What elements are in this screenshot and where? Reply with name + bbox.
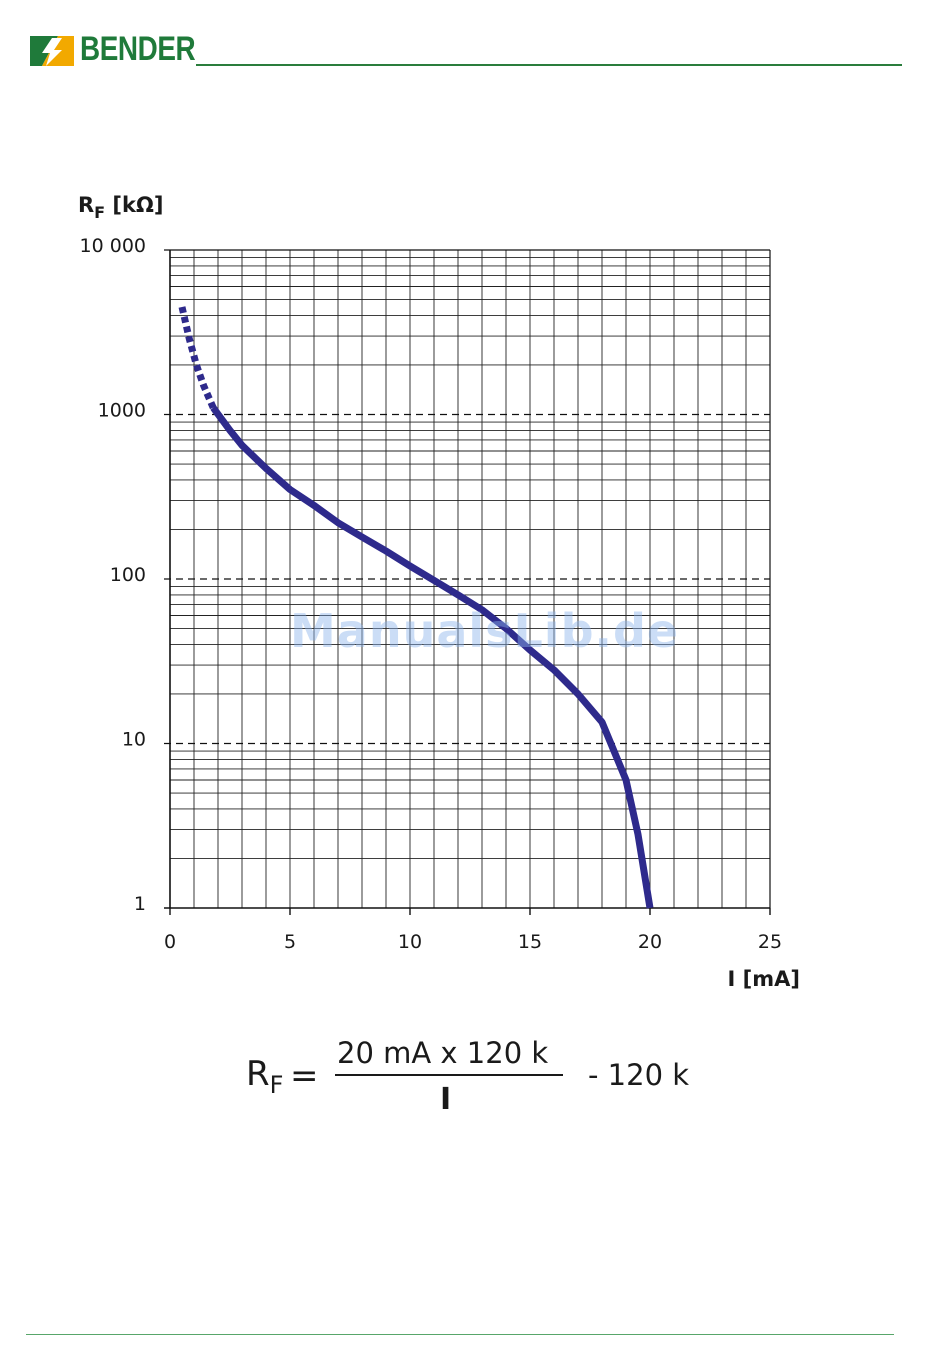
formula-fraction-bar	[335, 1074, 563, 1076]
chart-grid	[164, 250, 770, 908]
x-tick-label: 5	[284, 931, 296, 953]
formula-tail: - 120 k	[588, 1058, 690, 1092]
page-header: BENDER	[0, 0, 950, 90]
x-tick-label: 25	[758, 931, 782, 953]
footer-rule	[26, 1334, 894, 1335]
chart-axes	[164, 249, 771, 909]
y-tick-label: 10	[122, 729, 146, 751]
bender-lightning-logo-icon	[30, 36, 74, 66]
y-tick-label: 10 000	[80, 235, 146, 257]
formula: RF = 20 mA x 120 k I - 120 k	[0, 1030, 950, 1130]
series-line-solid	[210, 405, 654, 909]
chart-tick-labels: 0 5 10 15 20 25 10 000 1000 100 10 1	[80, 235, 783, 953]
header-rule	[196, 64, 902, 66]
x-tick-label: 20	[638, 931, 662, 953]
y-axis-label-sub: F	[94, 203, 105, 222]
y-axis-label-main: R	[78, 193, 94, 217]
formula-lhs: RF	[246, 1054, 283, 1099]
formula-denominator: I	[440, 1082, 452, 1117]
formula-lhs-sub: F	[269, 1071, 284, 1099]
formula-numerator: 20 mA x 120 k	[337, 1036, 549, 1070]
x-tick-label: 0	[164, 931, 176, 953]
series-line-dashed	[178, 306, 217, 410]
formula-lhs-main: R	[246, 1054, 270, 1094]
x-tick-label: 10	[398, 931, 422, 953]
formula-equals: =	[290, 1056, 319, 1096]
chart-series	[178, 306, 654, 909]
x-tick-label: 15	[518, 931, 542, 953]
y-tick-label: 100	[110, 564, 146, 586]
x-axis-label: I [mA]	[728, 967, 800, 991]
brand-name: BENDER	[80, 30, 196, 68]
y-axis-label-unit: [kΩ]	[105, 193, 163, 217]
watermark: ManualsLib.de	[290, 604, 680, 658]
y-axis-label: RF [kΩ]	[78, 193, 163, 222]
y-tick-label: 1000	[98, 400, 146, 422]
y-tick-label: 1	[134, 893, 146, 915]
